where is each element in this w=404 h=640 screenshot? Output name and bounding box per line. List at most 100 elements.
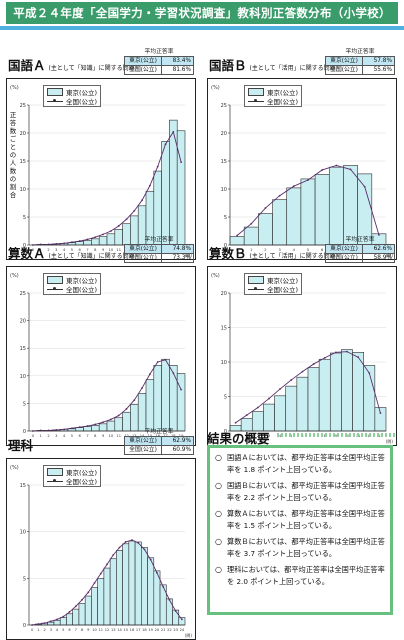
average-table: 平均正答率 東京(公立) 74.8% 全国(公立) 73.3% (124, 236, 194, 263)
bar (116, 550, 123, 626)
bar (72, 608, 80, 626)
national-point (86, 238, 89, 241)
bar (374, 407, 387, 432)
circle-bullet-icon: ○ (215, 453, 222, 462)
national-point (62, 615, 65, 618)
x-tick-label: 5 (71, 248, 73, 252)
average-value: 73.3% (172, 255, 191, 261)
x-tick-label: 3 (50, 628, 52, 632)
national-point (125, 218, 128, 221)
national-point (156, 361, 159, 363)
national-point (335, 164, 338, 167)
page-title: 平成２４年度「全国学力・学習状況調査」教科別正答数分布（小学校） (6, 2, 398, 24)
legend-label: 全国(公立) (267, 285, 299, 294)
national-point (117, 225, 120, 227)
x-tick-label: 6 (68, 628, 71, 632)
national-line (235, 351, 381, 424)
bar (103, 567, 111, 626)
national-point (168, 598, 171, 601)
bar (307, 367, 320, 432)
x-tick-label: 10 (109, 248, 114, 252)
bar (161, 358, 170, 432)
x-tick-label: 3 (55, 434, 57, 438)
x-tick-label: 2 (43, 628, 45, 632)
summary-item: ○ 国語Ａにおいては、都平均正答率は全国平均正答率を 1.8 ポイント上回っている… (215, 452, 385, 475)
y-tick-label: 20 (221, 291, 227, 297)
national-point (149, 373, 151, 376)
average-row: 全国(公立) 81.6% (124, 66, 194, 75)
bar (172, 609, 180, 626)
chart-panel: 算数Ａ (主として「知識」に関する問題) 平均正答率 東京(公立) 74.8% 全国(公立… (6, 236, 196, 446)
national-point (279, 388, 282, 390)
national-point (250, 222, 253, 225)
legend-label: 東京(公立) (267, 276, 299, 285)
chart-frame: 0510152025012345678910111213141516171819… (6, 266, 196, 446)
chart-panel: 算数Ｂ (主として「活用」に関する問題) 平均正答率 東京(公立) 62.6% 全国(公立… (207, 236, 397, 446)
average-value: 58.9% (373, 255, 392, 261)
x-unit-label: (問) (185, 252, 193, 258)
chart-frame: 0 5 10 15 0 1 2 3 4 5 6 7 8 9 10 11 12 13 14 15 16 17 18 19 20 21… (6, 458, 196, 640)
x-tick-label: 19 (148, 628, 153, 632)
bar (134, 541, 142, 626)
bar (128, 540, 136, 626)
x-tick-label: 4 (56, 628, 59, 632)
y-unit-label: (%) (10, 273, 19, 279)
national-point (149, 184, 151, 187)
x-tick-label: 10 (109, 434, 114, 438)
national-point (164, 358, 167, 361)
national-point (125, 408, 128, 410)
bar (263, 403, 275, 432)
chart-svg: 05101520012345678910111213(%)(問) (211, 273, 393, 444)
national-point (93, 582, 96, 584)
chart-title: 国語Ｂ (主として「活用」に関する問題) (209, 55, 338, 74)
national-point (321, 169, 324, 171)
legend-line-swatch (47, 478, 63, 484)
average-value: 81.6% (172, 67, 191, 73)
average-row: 東京(公立) 62.9% (124, 436, 194, 446)
national-point (174, 610, 177, 612)
average-label: 全国(公立) (125, 254, 162, 262)
x-tick-label: 1 (250, 248, 252, 252)
bar (47, 621, 55, 626)
bar (161, 141, 170, 246)
chart-panel: 理科 平均正答率 東京(公立) 62.9% 全国(公立) 60.9% 0 5 10 15 0 1 2 3 4… (6, 428, 196, 640)
x-tick-label: 24 (180, 628, 185, 632)
chart-panel: 国語Ａ (主として「知識」に関する問題) 平均正答率 東京(公立) 83.4% 全国(公立… (6, 48, 196, 260)
x-tick-label: 6 (79, 248, 82, 252)
national-point (94, 423, 97, 426)
x-tick-label: 15 (123, 628, 128, 632)
national-point (118, 546, 121, 549)
national-point (55, 428, 58, 431)
average-value: 83.4% (172, 58, 191, 64)
x-tick-label: 2 (47, 248, 49, 252)
y-tick-label: 20 (20, 319, 26, 325)
summary-header: 結果の概要 (207, 428, 397, 447)
average-table: 平均正答率 東京(公立) 57.8% 全国(公立) 55.6% (325, 48, 395, 75)
bar (141, 547, 148, 626)
legend-bar-swatch (47, 467, 63, 476)
circle-bullet-icon: ○ (215, 565, 222, 574)
bar (165, 598, 173, 626)
x-tick-label: 1 (246, 434, 248, 438)
national-point (164, 143, 167, 146)
average-value: 62.9% (172, 438, 191, 444)
x-tick-label: 3 (55, 248, 57, 252)
x-tick-label: 4 (63, 248, 66, 252)
y-unit-label: (%) (10, 465, 19, 471)
y-tick-label: 10 (221, 360, 227, 366)
national-point (292, 185, 295, 188)
x-tick-label: 21 (161, 628, 166, 632)
national-point (143, 548, 146, 551)
national-point (78, 426, 81, 429)
y-tick-label: 10 (20, 374, 26, 380)
summary-rule (277, 433, 397, 437)
national-point (346, 350, 348, 353)
x-tick-label: 8 (94, 248, 97, 252)
x-tick-label: 7 (75, 628, 77, 632)
national-point (378, 234, 380, 236)
average-label: 全国(公立) (125, 66, 162, 74)
legend-label: 全国(公立) (267, 97, 299, 106)
average-label: 全国(公立) (125, 446, 162, 454)
y-tick-label: 5 (224, 215, 227, 221)
y-tick-label: 15 (20, 483, 26, 489)
